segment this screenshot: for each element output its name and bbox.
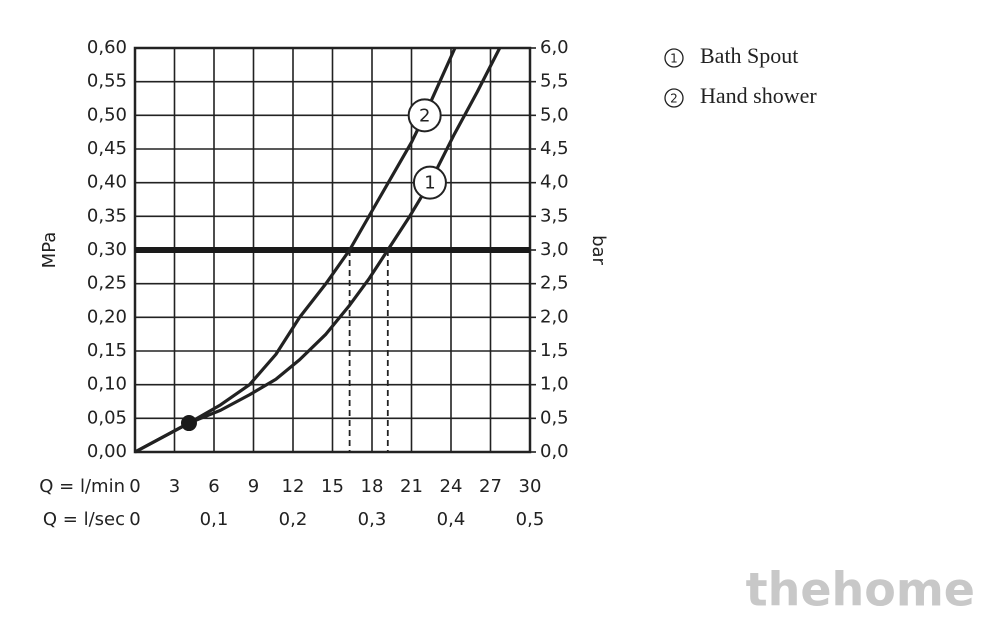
y2-tick-label: 1,5 [540, 340, 569, 361]
marker [180, 415, 197, 432]
curve-label: 2 [419, 105, 430, 126]
legend-circle [664, 48, 684, 68]
series-line [134, 47, 457, 454]
x2-tick-label: 0 [129, 509, 140, 530]
x-tick-label: 3 [169, 476, 180, 497]
y-tick-label: 0,20 [87, 306, 127, 327]
y2-tick-label: 0,0 [540, 441, 569, 462]
legend-label: Hand shower [700, 83, 817, 108]
watermark: thehome [746, 563, 975, 617]
x-tick-label: 21 [400, 476, 423, 497]
x2-tick-label: 0,3 [358, 509, 387, 530]
legend-number: 1 [670, 52, 678, 66]
y-tick-label: 0,05 [87, 407, 127, 428]
x-tick-label: 30 [519, 476, 542, 497]
x-tick-label: 15 [321, 476, 344, 497]
legend-label: Bath Spout [700, 43, 798, 68]
x2-axis-label: Q = l/sec [43, 509, 125, 530]
y-tick-label: 0,00 [87, 441, 127, 462]
legend-number: 2 [670, 92, 678, 106]
y-tick-label: 0,55 [87, 71, 127, 92]
y2-tick-label: 5,5 [540, 71, 569, 92]
curve-label: 1 [424, 173, 435, 194]
x-axis-label: Q = l/min [39, 476, 125, 497]
y-tick-label: 0,35 [87, 205, 127, 226]
y2-axis-label: bar [588, 235, 609, 265]
x-tick-label: 12 [282, 476, 305, 497]
y-tick-label: 0,60 [87, 37, 127, 58]
y-tick-label: 0,10 [87, 374, 127, 395]
x-tick-label: 6 [208, 476, 219, 497]
y-tick-label: 0,40 [87, 172, 127, 193]
x-tick-label: 27 [479, 476, 502, 497]
legend-circle [664, 88, 684, 108]
x-tick-label: 24 [440, 476, 463, 497]
y2-tick-label: 4,0 [540, 172, 569, 193]
y2-tick-label: 3,0 [540, 239, 569, 260]
x2-tick-label: 0,2 [279, 509, 308, 530]
y2-tick-label: 2,0 [540, 306, 569, 327]
x2-tick-label: 0,4 [437, 509, 466, 530]
y-tick-label: 0,25 [87, 273, 127, 294]
y-tick-label: 0,45 [87, 138, 127, 159]
y2-tick-label: 5,0 [540, 104, 569, 125]
y2-tick-label: 4,5 [540, 138, 569, 159]
y-tick-label: 0,50 [87, 104, 127, 125]
y2-tick-label: 0,5 [540, 407, 569, 428]
curve-label-circle [412, 165, 447, 200]
y2-tick-label: 1,0 [540, 374, 569, 395]
y-axis-label: MPa [39, 232, 60, 269]
x-tick-label: 0 [129, 476, 140, 497]
y2-tick-label: 2,5 [540, 273, 569, 294]
x-tick-label: 9 [248, 476, 259, 497]
curve-label-circle [407, 98, 442, 133]
y2-tick-label: 3,5 [540, 205, 569, 226]
x2-tick-label: 0,1 [200, 509, 229, 530]
y-tick-label: 0,30 [87, 239, 127, 260]
x-tick-label: 18 [361, 476, 384, 497]
y2-tick-label: 6,0 [540, 37, 569, 58]
x2-tick-label: 0,5 [516, 509, 545, 530]
y-tick-label: 0,15 [87, 340, 127, 361]
